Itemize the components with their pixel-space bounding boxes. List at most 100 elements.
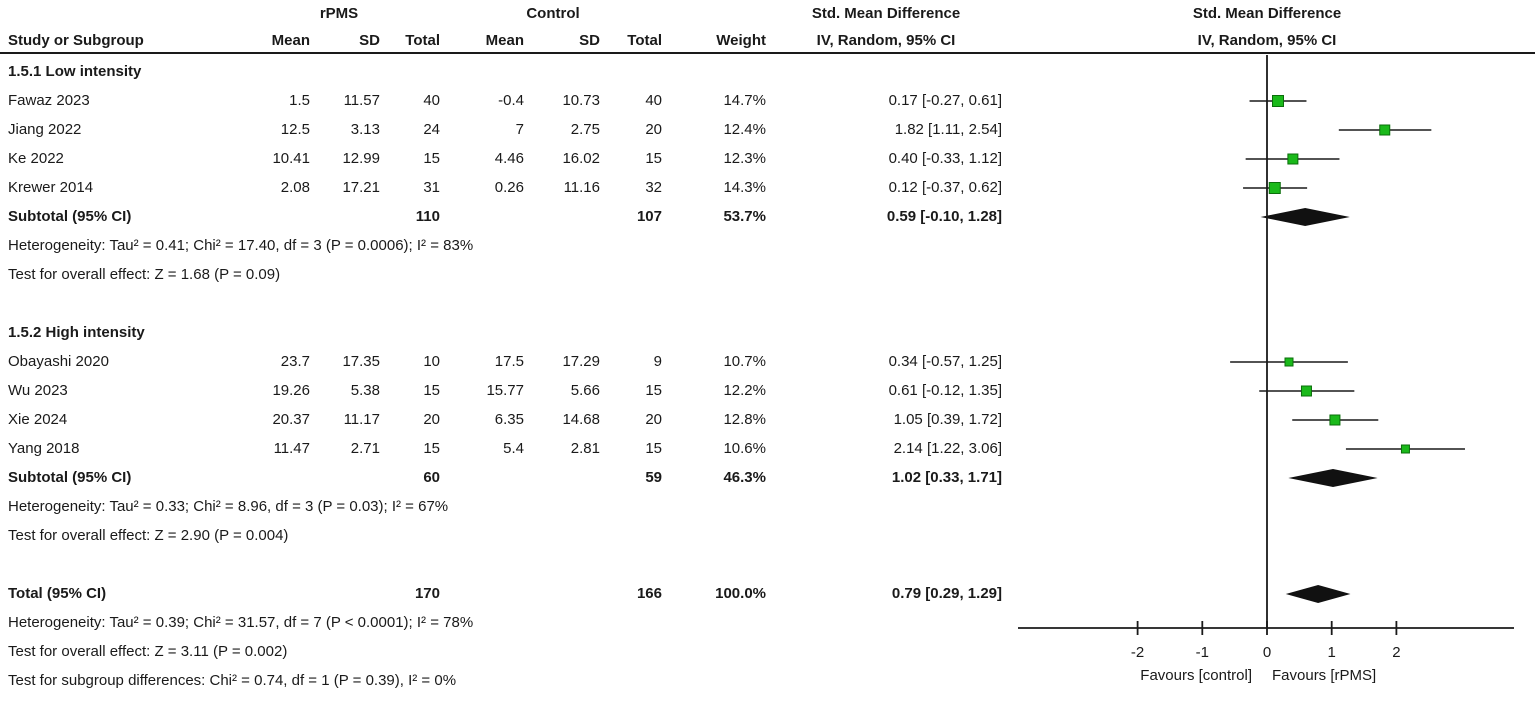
study-row: Yang 2018 11.47 2.71 15 5.4 2.81 15 10.6% 2.14 [… <box>0 439 1535 459</box>
control-mean: 7 <box>515 121 524 138</box>
rpms-total: 10 <box>423 353 440 370</box>
control-sd: 11.16 <box>563 179 600 196</box>
study-name: Obayashi 2020 <box>8 353 109 370</box>
total-overall-effect-text: Test for overall effect: Z = 3.11 (P = 0… <box>8 643 288 660</box>
control-mean: 17.5 <box>494 353 524 370</box>
rpms-sd: 3.13 <box>350 121 380 138</box>
study-weight: 10.7% <box>723 353 766 370</box>
rpms-total: 24 <box>423 121 440 138</box>
total-total-control: 166 <box>636 585 662 602</box>
study-name: Yang 2018 <box>8 440 80 457</box>
rpms-total: 20 <box>423 411 440 428</box>
study-row: Wu 2023 19.26 5.38 15 15.77 5.66 15 12.2% 0.61 [… <box>0 381 1535 401</box>
rpms-total: 15 <box>423 440 440 457</box>
control-total: 20 <box>645 121 662 138</box>
subtotal-total-rpms: 110 <box>415 208 440 225</box>
control-total: 15 <box>645 440 662 457</box>
rpms-sd: 5.38 <box>350 382 380 399</box>
study-name: Krewer 2014 <box>8 179 94 196</box>
rpms-total: 40 <box>423 92 440 109</box>
subtotal-effect-ci: 1.02 [0.33, 1.71] <box>891 469 1002 486</box>
study-weight: 14.3% <box>723 179 766 196</box>
rpms-sd: 17.21 <box>342 179 380 196</box>
rpms-sd: 17.35 <box>342 353 380 370</box>
control-total: 32 <box>645 179 662 196</box>
heterogeneity-row: Heterogeneity: Tau² = 0.41; Chi² = 17.40… <box>0 236 1535 256</box>
rpms-mean: 10.41 <box>272 150 310 167</box>
study-effect-ci: 0.12 [-0.37, 0.62] <box>888 179 1002 196</box>
subgroup-difference-row: Test for subgroup differences: Chi² = 0.… <box>0 671 1535 691</box>
control-total: 20 <box>645 411 662 428</box>
study-effect-ci: 1.05 [0.39, 1.72] <box>893 411 1002 428</box>
study-row: Jiang 2022 12.5 3.13 24 7 2.75 20 12.4% 1.82 [1.… <box>0 120 1535 140</box>
control-mean: 6.35 <box>494 411 524 428</box>
overall-effect-row: Test for overall effect: Z = 2.90 (P = 0… <box>0 526 1535 546</box>
overall-effect-text: Test for overall effect: Z = 1.68 (P = 0… <box>8 266 281 283</box>
rpms-sd: 2.71 <box>350 440 380 457</box>
total-heterogeneity-text: Heterogeneity: Tau² = 0.39; Chi² = 31.57… <box>8 614 474 631</box>
plot-column-title: Std. Mean Difference <box>1192 5 1342 22</box>
column-header-effect-ci: IV, Random, 95% CI <box>816 32 956 49</box>
control-mean: 15.77 <box>486 382 524 399</box>
study-weight: 14.7% <box>723 92 766 109</box>
control-mean: 5.4 <box>503 440 524 457</box>
study-effect-ci: 0.34 [-0.57, 1.25] <box>888 353 1002 370</box>
column-header-sd-rpms: SD <box>359 32 380 49</box>
subgroup-label: 1.5.2 High intensity <box>8 324 145 341</box>
column-header-weight: Weight <box>716 32 766 49</box>
overall-effect-row: Test for overall effect: Z = 1.68 (P = 0… <box>0 265 1535 285</box>
study-name: Ke 2022 <box>8 150 64 167</box>
subtotal-row: Subtotal (95% CI) 60 59 46.3% 1.02 [0.33, 1.… <box>0 468 1535 488</box>
study-name: Fawaz 2023 <box>8 92 90 109</box>
subtotal-total-control: 107 <box>636 208 662 225</box>
total-effect-ci: 0.79 [0.29, 1.29] <box>891 585 1002 602</box>
study-effect-ci: 2.14 [1.22, 3.06] <box>893 440 1002 457</box>
rpms-mean: 19.26 <box>272 382 310 399</box>
control-mean: 0.26 <box>494 179 524 196</box>
rpms-mean: 1.5 <box>289 92 310 109</box>
header-divider <box>0 52 1535 54</box>
subtotal-weight: 53.7% <box>723 208 766 225</box>
column-header-plot-ci: IV, Random, 95% CI <box>1197 32 1337 49</box>
rpms-sd: 12.99 <box>342 150 380 167</box>
subtotal-total-rpms: 60 <box>423 469 440 486</box>
subtotal-effect-ci: 0.59 [-0.10, 1.28] <box>886 208 1002 225</box>
rpms-total: 31 <box>423 179 440 196</box>
column-header-mean-control: Mean <box>485 32 524 49</box>
column-header-sd-control: SD <box>579 32 600 49</box>
control-sd: 2.81 <box>570 440 600 457</box>
subtotal-weight: 46.3% <box>723 469 766 486</box>
subtotal-label: Subtotal (95% CI) <box>8 469 132 486</box>
total-weight: 100.0% <box>715 585 766 602</box>
study-effect-ci: 0.40 [-0.33, 1.12] <box>888 150 1002 167</box>
total-total-rpms: 170 <box>414 585 440 602</box>
column-header-mean-rpms: Mean <box>271 32 310 49</box>
study-weight: 12.4% <box>723 121 766 138</box>
total-label: Total (95% CI) <box>8 585 107 602</box>
control-sd: 16.02 <box>562 150 600 167</box>
control-sd: 14.68 <box>562 411 600 428</box>
effect-column-title: Std. Mean Difference <box>811 5 961 22</box>
column-header-total-control: Total <box>627 32 662 49</box>
subtotal-label: Subtotal (95% CI) <box>8 208 132 225</box>
study-weight: 10.6% <box>723 440 766 457</box>
rpms-total: 15 <box>423 150 440 167</box>
rpms-mean: 12.5 <box>280 121 310 138</box>
rpms-total: 15 <box>423 382 440 399</box>
heterogeneity-text: Heterogeneity: Tau² = 0.41; Chi² = 17.40… <box>8 237 474 254</box>
control-total: 40 <box>645 92 662 109</box>
study-weight: 12.2% <box>723 382 766 399</box>
heterogeneity-text: Heterogeneity: Tau² = 0.33; Chi² = 8.96,… <box>8 498 449 515</box>
study-row: Obayashi 2020 23.7 17.35 10 17.5 17.29 9 10.7% 0… <box>0 352 1535 372</box>
subgroup-header-row: 1.5.2 High intensity <box>0 323 1535 343</box>
treatment-group-header: rPMS <box>319 5 359 22</box>
control-sd: 5.66 <box>570 382 600 399</box>
control-sd: 2.75 <box>570 121 600 138</box>
column-header-total-rpms: Total <box>405 32 440 49</box>
rpms-mean: 23.7 <box>280 353 310 370</box>
rpms-mean: 20.37 <box>272 411 310 428</box>
study-name: Jiang 2022 <box>8 121 82 138</box>
subgroup-header-row: 1.5.1 Low intensity <box>0 62 1535 82</box>
subtotal-total-control: 59 <box>645 469 662 486</box>
